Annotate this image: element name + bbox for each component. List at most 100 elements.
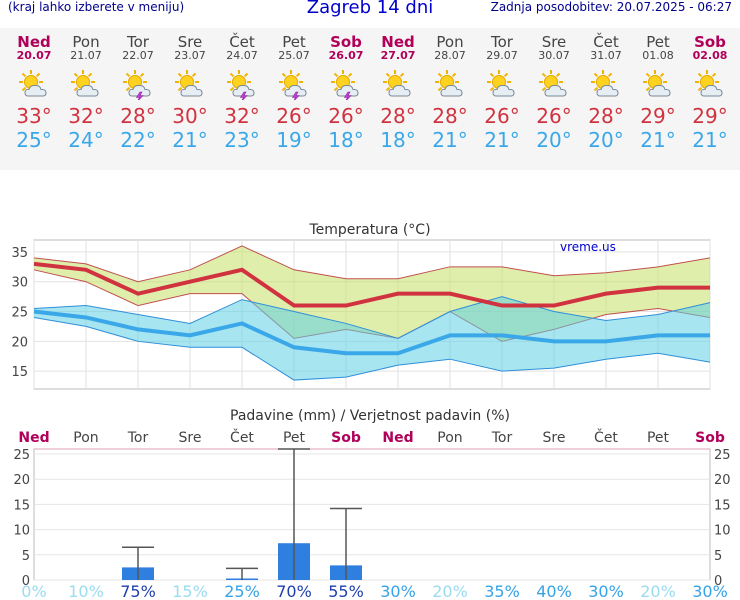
max-temperature-band-upper-edge: [33, 245, 711, 283]
precipitation-probability: 40%: [536, 582, 572, 600]
min-temperature: 21°: [692, 128, 728, 152]
max-temperature: 26°: [276, 104, 312, 128]
sun-cloud-icon: [19, 70, 47, 97]
precipitation-day-label: Sre: [543, 430, 566, 446]
forecast-day: Pet 01.08 29° 21°: [632, 34, 684, 152]
sun-ray: [593, 72, 599, 78]
sun-ray: [125, 86, 131, 92]
forecast-day: Tor 29.07 26° 21°: [476, 34, 528, 152]
sun-ray: [645, 86, 651, 92]
sun-cloud-icon: [643, 70, 671, 97]
day-date: 24.07: [226, 49, 258, 62]
max-temperature: 28°: [380, 104, 416, 128]
temperature-tick-label: 30: [11, 276, 28, 291]
precipitation-day-label: Ned: [382, 430, 413, 446]
lightning-bolt: [239, 91, 248, 100]
sun-cloud-icon: [591, 70, 619, 97]
cloud-shape: [284, 84, 307, 97]
day-date: 29.07: [486, 49, 518, 62]
min-temperature-line: [33, 309, 710, 356]
precipitation-probability: 10%: [68, 582, 104, 600]
precipitation-tick-left: 25: [13, 448, 30, 463]
forecast-day: Pet 25.07 26° 19°: [268, 34, 320, 152]
day-name: Sre: [541, 33, 567, 51]
sun-ray: [697, 86, 703, 92]
sun-ray: [125, 72, 131, 78]
cloud-shape: [24, 84, 47, 97]
sun-cloud-storm-icon: [123, 70, 151, 100]
max-temperature: 26°: [484, 104, 520, 128]
precipitation-probability: 75%: [120, 582, 156, 600]
location-hint: (kraj lahko izberete v meniju): [8, 0, 185, 14]
day-date: 01.08: [642, 49, 674, 62]
min-temperature-band-upper-edge: [33, 296, 711, 339]
cloud-shape: [440, 84, 463, 97]
cloud-shape: [128, 84, 151, 97]
precipitation-probability: 30%: [380, 582, 416, 600]
day-name: Pon: [72, 33, 100, 51]
min-temperature: 23°: [224, 128, 260, 152]
precipitation-day-label: Pon: [437, 430, 462, 446]
day-date: 02.08: [692, 49, 728, 62]
sun-ray: [385, 86, 391, 92]
sun-ray: [333, 72, 339, 78]
max-temperature: 26°: [536, 104, 572, 128]
sun-ray: [541, 72, 547, 78]
day-name: Sob: [694, 33, 726, 51]
temperature-chart-title: Temperatura (°C): [308, 222, 430, 238]
sun-ray: [489, 86, 495, 92]
min-temperature: 21°: [172, 128, 208, 152]
forecast-day: Sre 30.07 26° 20°: [528, 34, 580, 152]
cloud-shape: [232, 84, 255, 97]
forecast-day: Čet 31.07 28° 20°: [580, 34, 632, 152]
day-name: Čet: [229, 33, 255, 51]
cloud-shape: [648, 84, 671, 97]
day-date: 25.07: [278, 49, 310, 62]
day-name: Tor: [491, 33, 513, 51]
min-temperature: 22°: [120, 128, 156, 152]
precipitation-probability: 25%: [224, 582, 260, 600]
forecast-day: Sre 23.07 30° 21°: [164, 34, 216, 152]
temperature-tick-label: 35: [11, 246, 28, 261]
sun-ray: [645, 72, 651, 78]
precipitation-tick-left: 20: [13, 473, 30, 488]
precipitation-day-label: Čet: [594, 428, 618, 446]
sun-ray: [229, 86, 235, 92]
day-date: 30.07: [538, 49, 570, 62]
sun-ray: [177, 72, 183, 78]
precipitation-day-label: Čet: [230, 428, 254, 446]
precipitation-probability: 30%: [588, 582, 624, 600]
precipitation-day-label: Tor: [127, 430, 149, 446]
max-temperature: 32°: [224, 104, 260, 128]
max-temperature: 28°: [120, 104, 156, 128]
precipitation-probability: 55%: [328, 582, 364, 600]
sun-ray: [73, 72, 79, 78]
sun-ray: [451, 72, 457, 78]
sun-cloud-storm-icon: [279, 70, 307, 100]
forecast-day: Sob 26.07 26° 18°: [320, 34, 372, 152]
min-temperature: 24°: [68, 128, 104, 152]
sun-ray: [503, 72, 509, 78]
max-temperature: 28°: [432, 104, 468, 128]
day-name: Tor: [127, 33, 149, 51]
sun-cloud-icon: [539, 70, 567, 97]
precipitation-tick-right: 20: [714, 473, 731, 488]
sun-cloud-icon: [435, 70, 463, 97]
precipitation-probability: 20%: [640, 582, 676, 600]
precipitation-tick-left: 15: [13, 498, 30, 513]
day-date: 23.07: [174, 49, 206, 62]
precipitation-plot-area: [33, 448, 711, 581]
sun-ray: [437, 86, 443, 92]
sun-ray: [281, 86, 287, 92]
precipitation-tick-left: 5: [22, 549, 30, 564]
day-name: Pon: [436, 33, 464, 51]
sun-ray: [555, 72, 561, 78]
day-date: 26.07: [328, 49, 364, 62]
min-temperature: 18°: [380, 128, 416, 152]
min-temperature: 25°: [16, 128, 52, 152]
min-temperature: 20°: [588, 128, 624, 152]
sun-ray: [399, 72, 405, 78]
forecast-day: Pon 28.07 28° 21°: [424, 34, 476, 152]
precipitation-chart-title: Padavine (mm) / Verjetnost padavin (%): [230, 408, 510, 424]
